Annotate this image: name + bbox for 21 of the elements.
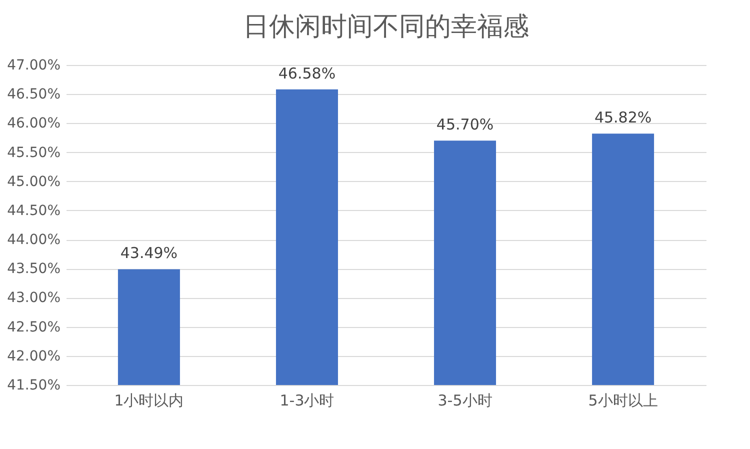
y-tick-label: 43.50% bbox=[7, 261, 60, 278]
y-tick-label: 46.50% bbox=[7, 86, 60, 103]
y-tick-label: 41.50% bbox=[7, 378, 60, 394]
y-tick-label: 45.00% bbox=[7, 174, 60, 190]
x-tick-label: 3-5小时 bbox=[438, 392, 492, 410]
data-label: 46.58% bbox=[278, 64, 336, 82]
y-tick-label: 47.00% bbox=[7, 58, 60, 74]
x-tick-label: 1-3小时 bbox=[280, 392, 334, 410]
data-label: 45.82% bbox=[594, 108, 652, 127]
x-tick-label: 1小时以内 bbox=[114, 392, 184, 410]
y-tick-label: 43.00% bbox=[7, 290, 60, 306]
data-label: 45.70% bbox=[436, 116, 494, 134]
data-label: 43.49% bbox=[120, 244, 178, 262]
y-tick-label: 45.50% bbox=[7, 144, 60, 161]
y-tick-label: 44.50% bbox=[7, 202, 60, 219]
y-tick-label: 44.00% bbox=[7, 232, 60, 248]
x-tick-label: 5小时以上 bbox=[588, 392, 658, 410]
y-tick-label: 42.50% bbox=[7, 319, 60, 336]
y-tick-label: 46.00% bbox=[7, 116, 60, 132]
y-tick-label: 42.00% bbox=[7, 348, 60, 364]
chart-title: 日休闲时间不同的幸福感 bbox=[243, 12, 529, 42]
